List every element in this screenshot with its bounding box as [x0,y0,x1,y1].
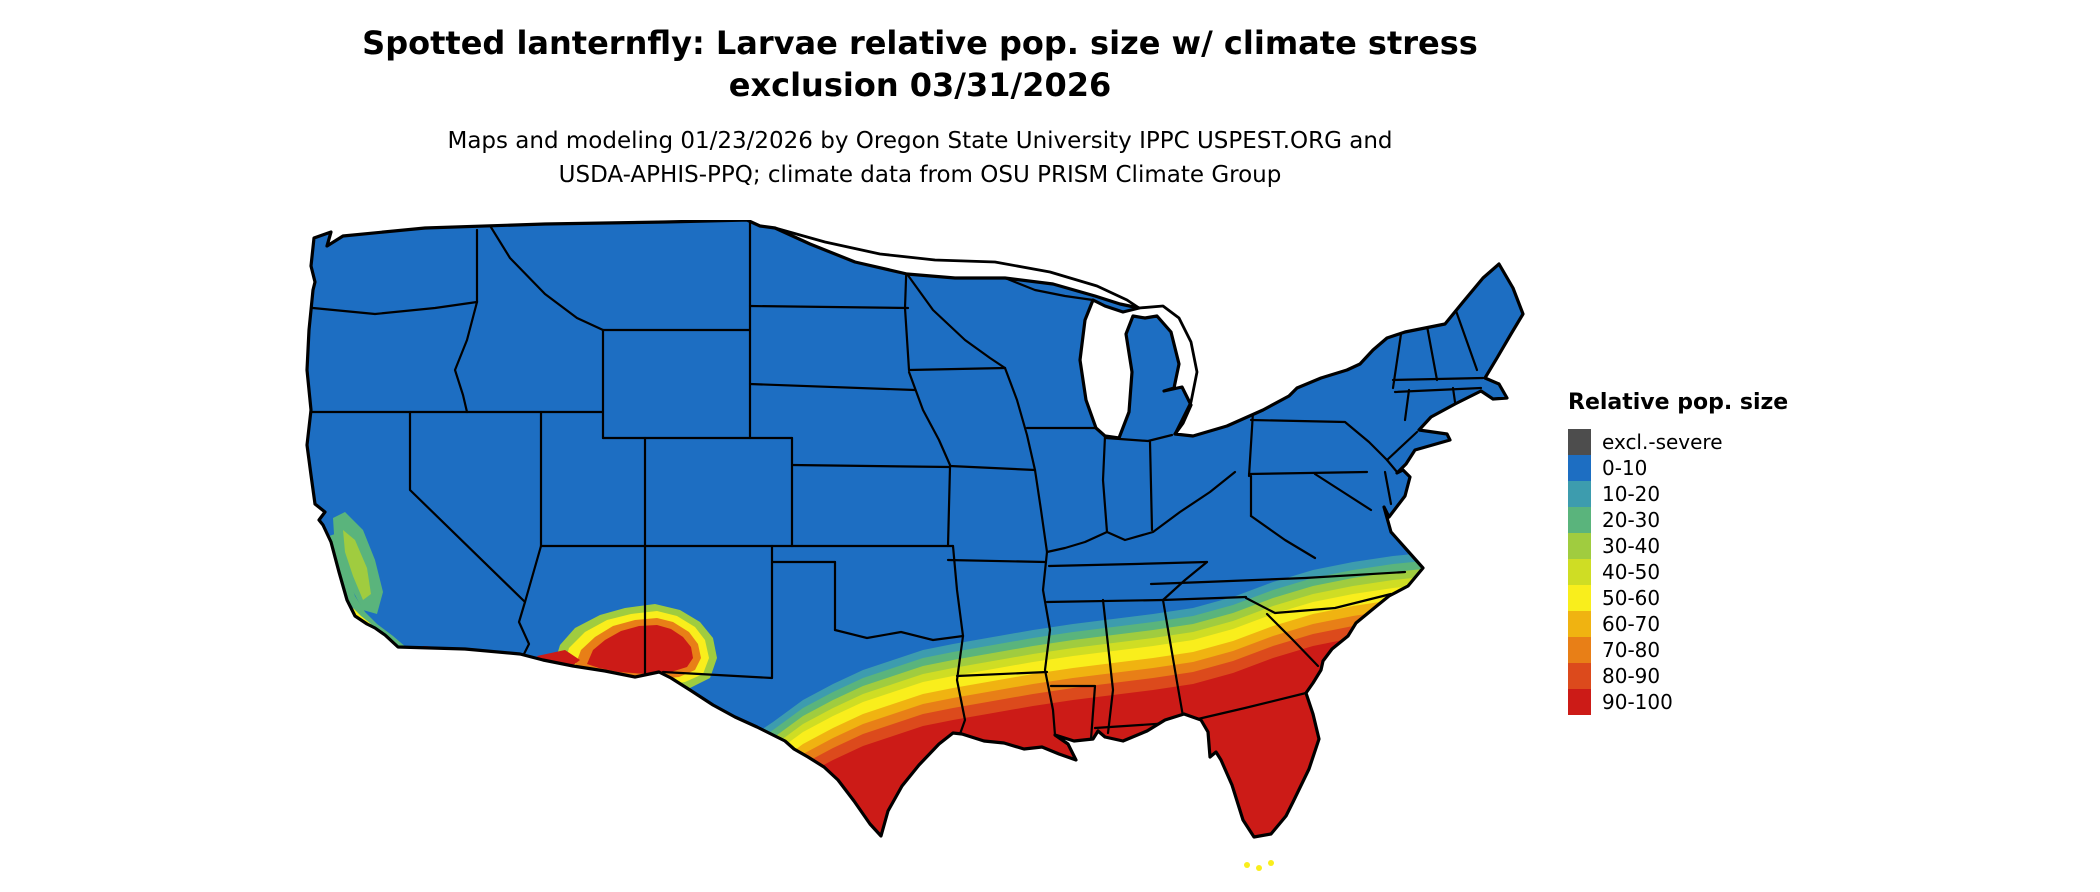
legend-row: excl.-severe [1568,429,1888,455]
florida-keys-dot [1256,865,1262,871]
figure-title: Spotted lanternfly: Larvae relative pop.… [320,22,1520,106]
us-map-svg [305,220,1525,871]
legend-row: 80-90 [1568,663,1888,689]
legend-label: 20-30 [1602,508,1661,532]
legend-swatch-20-30 [1568,507,1591,533]
legend-label: 0-10 [1602,456,1648,480]
legend-label: 80-90 [1602,664,1661,688]
legend-swatch-80-90 [1568,663,1591,689]
legend-row: 60-70 [1568,611,1888,637]
figure-subtitle-line1: Maps and modeling 01/23/2026 by Oregon S… [447,128,1393,154]
legend-row: 90-100 [1568,689,1888,715]
legend-label: 70-80 [1602,638,1661,662]
legend-label: 40-50 [1602,560,1661,584]
state-borders [307,220,1485,741]
lake-superior-border-line [773,226,1141,310]
ca-central-valley-inner [343,530,371,600]
legend-row: 40-50 [1568,559,1888,585]
legend-swatch-70-80 [1568,637,1591,663]
arizona-blob-red-core [587,625,693,674]
ca-coastal-strip-green [329,534,407,650]
legend-label: 50-60 [1602,586,1661,610]
us-choropleth-map [305,220,1545,880]
legend-row: 30-40 [1568,533,1888,559]
florida-keys-dot [1268,860,1274,866]
legend-row: 50-60 [1568,585,1888,611]
legend-swatch-10-20 [1568,481,1591,507]
figure-title-line2: exclusion 03/31/2026 [728,66,1112,104]
legend-label: 90-100 [1602,690,1673,714]
legend-label: 30-40 [1602,534,1661,558]
figure-subtitle-line2: USDA-APHIS-PPQ; climate data from OSU PR… [558,162,1282,188]
legend-row: 10-20 [1568,481,1888,507]
legend-swatch-0-10 [1568,455,1591,481]
legend-swatch-50-60 [1568,585,1591,611]
legend-label: excl.-severe [1602,430,1723,454]
lake-huron-border-line [1137,304,1199,436]
legend-label: 10-20 [1602,482,1661,506]
legend-swatch-excl-severe [1568,429,1591,455]
figure-title-line1: Spotted lanternfly: Larvae relative pop.… [362,24,1478,62]
legend-row: 20-30 [1568,507,1888,533]
legend-swatch-90-100 [1568,689,1591,715]
legend: Relative pop. size excl.-severe 0-10 10-… [1568,390,1888,715]
figure-subtitle: Maps and modeling 01/23/2026 by Oregon S… [320,124,1520,192]
legend-row: 70-80 [1568,637,1888,663]
legend-swatch-60-70 [1568,611,1591,637]
legend-title: Relative pop. size [1568,390,1789,415]
legend-swatch-40-50 [1568,559,1591,585]
legend-row: 0-10 [1568,455,1888,481]
florida-keys-dot [1244,862,1250,868]
legend-label: 60-70 [1602,612,1661,636]
legend-swatch-30-40 [1568,533,1591,559]
